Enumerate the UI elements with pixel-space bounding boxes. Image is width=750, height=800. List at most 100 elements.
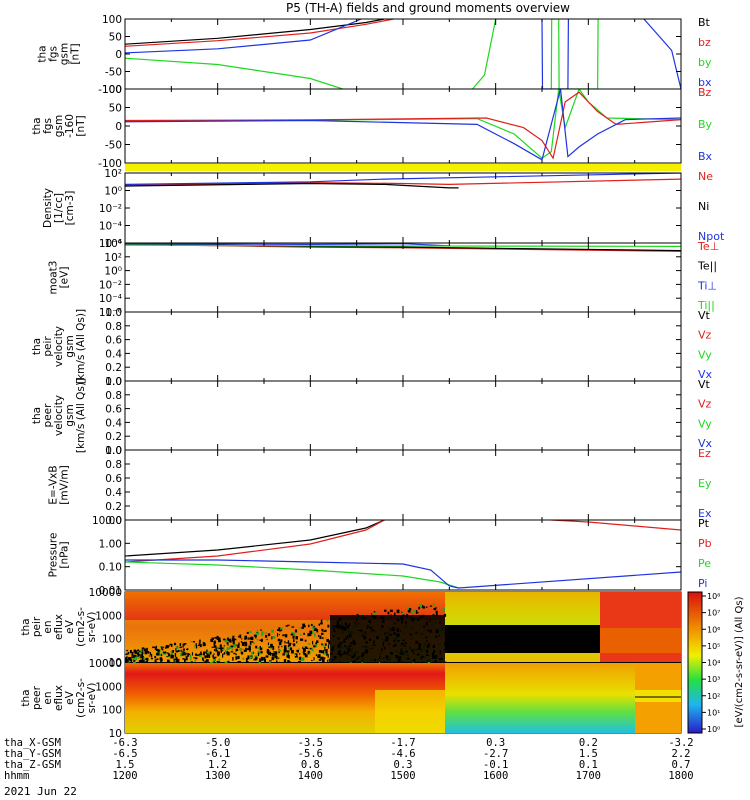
- spectrogram-pixel: [409, 608, 412, 611]
- series-bx: [125, 89, 681, 161]
- spectrogram-pixel: [199, 644, 202, 648]
- spectrogram-pixel: [313, 657, 315, 661]
- spectrogram-pixel: [287, 624, 290, 626]
- spectrogram-pixel: [184, 658, 186, 663]
- spectrogram-pixel: [137, 649, 139, 651]
- spectrogram-pixel: [181, 654, 184, 656]
- ytick-label: 100: [102, 84, 122, 96]
- spectrogram-pixel: [324, 630, 326, 632]
- figure-title: P5 (TH-A) fields and ground moments over…: [286, 1, 570, 15]
- spectrogram-pixel: [315, 642, 318, 646]
- spectrogram-pixel: [294, 653, 298, 655]
- spectrogram-pixel: [432, 614, 435, 616]
- spectrogram-pixel: [284, 640, 286, 644]
- xaxis-value: 1800: [668, 770, 693, 782]
- spectrogram-pixel: [138, 650, 141, 653]
- ylabel-line: (cm2-s-: [75, 678, 87, 718]
- spectrogram-pixel: [267, 653, 271, 655]
- spectrogram-pixel: [250, 636, 254, 641]
- spectrogram-pixel: [259, 646, 261, 649]
- spectrogram-pixel: [260, 656, 263, 661]
- series-bz: [125, 91, 681, 160]
- spectrogram-pixel: [238, 648, 242, 651]
- spectrogram-pixel: [326, 620, 329, 622]
- spectrogram-pixel: [303, 632, 305, 635]
- spectrogram-pixel: [159, 649, 161, 652]
- spectrogram-pixel: [327, 624, 330, 628]
- spectrogram-pixel: [316, 654, 318, 656]
- spectrogram-pixel: [250, 641, 254, 643]
- spectrogram-pixel: [203, 652, 205, 654]
- spectrogram-pixel: [320, 651, 324, 654]
- series-bz: [125, 19, 394, 47]
- legend-pt: Pt: [698, 517, 710, 530]
- spectrogram-pixel: [320, 619, 323, 623]
- spectrogram-pixel: [206, 655, 209, 658]
- ylabel-line: en: [42, 691, 54, 704]
- spectrogram-pixel: [358, 661, 360, 664]
- spectrogram-pixel: [280, 639, 283, 643]
- spectrogram-pixel: [311, 660, 313, 662]
- spectrogram-pixel: [296, 653, 298, 657]
- series-pe: [125, 561, 459, 589]
- spectrogram-pixel: [297, 657, 299, 660]
- ytick-label: 10000: [89, 587, 122, 599]
- ytick-label: 10⁻⁶: [99, 238, 122, 250]
- legend-npot: Npot: [698, 230, 725, 243]
- spectrogram-pixel: [213, 640, 216, 644]
- spectrogram-pixel: [183, 643, 187, 645]
- panel-efield-ylabel: E=-VxB [mV/m]: [48, 465, 71, 504]
- xaxis-value: -3.5: [298, 737, 323, 749]
- spectrogram-pixel: [401, 611, 403, 613]
- spectrogram-pixel: [218, 638, 221, 642]
- spectrogram-pixel: [175, 661, 178, 663]
- spectrogram-pixel: [389, 609, 393, 612]
- spectrogram-pixel: [302, 623, 305, 627]
- spectrogram-pixel: [170, 654, 173, 659]
- series-ni: [125, 182, 459, 189]
- spectrogram-pixel: [308, 650, 310, 654]
- spectrogram-pixel: [318, 658, 322, 662]
- spectrogram-pixel: [198, 646, 201, 648]
- spectrogram-pixel: [245, 657, 248, 661]
- spectrogram-pixel: [142, 649, 144, 652]
- spectrogram-pixel: [378, 661, 381, 664]
- spectrogram-pixel: [227, 660, 230, 665]
- spectrogram-pixel: [232, 635, 235, 640]
- spectrogram-pixel: [235, 650, 237, 652]
- spectrogram-pixel: [128, 658, 130, 661]
- spectrogram-pixel: [309, 647, 313, 650]
- spectrogram-pixel: [444, 632, 448, 636]
- spectrogram-pixel: [412, 609, 415, 613]
- spectrogram-pixel: [396, 609, 400, 614]
- spectrogram-pixel: [328, 642, 331, 645]
- ytick-label: 0: [115, 49, 122, 61]
- spectrogram-pixel: [185, 652, 187, 655]
- spectrogram-pixel: [125, 653, 128, 656]
- spectrogram-pixel: [276, 660, 278, 663]
- spectrogram-pixel: [277, 657, 280, 659]
- spectrogram-pixel: [273, 651, 276, 653]
- spectrogram-pixel: [296, 650, 299, 653]
- spectrogram-pixel: [292, 643, 295, 645]
- xaxis-value: -2.7: [483, 748, 508, 760]
- panel-temp-frame: [124, 242, 682, 313]
- spectrogram-pixel: [325, 650, 328, 653]
- spectrogram-pixel: [180, 652, 182, 657]
- spectrogram-pixel: [231, 648, 234, 651]
- spectrogram-pixel: [309, 651, 311, 655]
- spectrogram-pixel: [291, 650, 294, 654]
- spectrogram-pixel: [190, 657, 192, 661]
- spectrogram-pixel: [130, 658, 132, 663]
- series-ne: [125, 178, 681, 186]
- ytick-label: 0.8: [105, 459, 122, 471]
- panel-fgs-series: [125, 19, 681, 89]
- legend-ni: Ni: [698, 200, 709, 213]
- spectrogram-pixel: [169, 661, 171, 664]
- spectrogram-pixel: [160, 646, 162, 648]
- xaxis-value: 0.2: [579, 737, 598, 749]
- spectrogram-pixel: [320, 656, 324, 660]
- spectrogram-pixel: [179, 646, 182, 649]
- cb-tick-label: 10⁴: [707, 659, 720, 668]
- spectrogram-pixel: [199, 639, 201, 643]
